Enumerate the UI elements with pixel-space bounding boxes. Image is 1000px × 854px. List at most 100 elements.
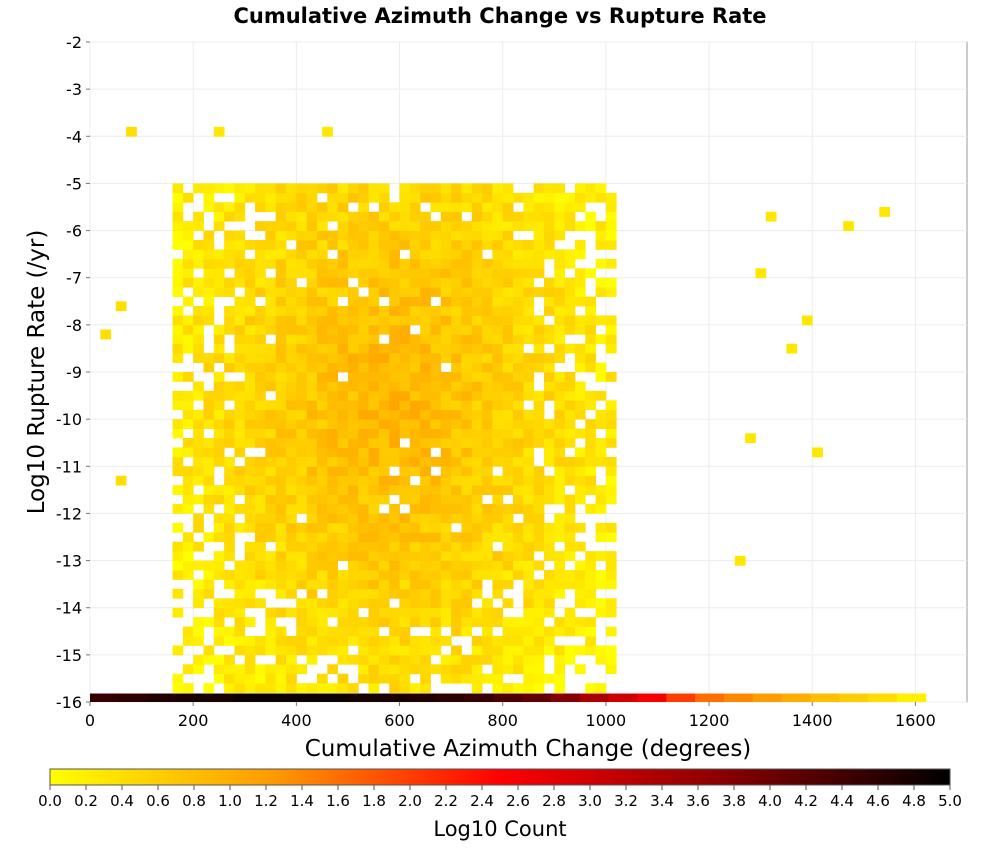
heatmap-cell (420, 438, 431, 448)
heatmap-cell (533, 183, 545, 194)
heatmap-cell (471, 315, 483, 326)
heatmap-cell (533, 240, 545, 250)
heatmap-cell (440, 513, 452, 524)
heatmap-cell (430, 588, 442, 599)
heatmap-cell (420, 409, 431, 420)
heatmap-cell (358, 579, 369, 590)
heatmap-cell (378, 513, 390, 524)
heatmap-cell (244, 183, 256, 194)
heatmap-cell (533, 494, 545, 505)
heatmap-cell (389, 381, 400, 392)
heatmap-cell (533, 485, 545, 495)
heatmap-cell (255, 475, 266, 486)
heatmap-cell (409, 438, 421, 448)
heatmap-cell (533, 409, 545, 420)
heatmap-cell (265, 664, 277, 675)
heatmap-cell (337, 673, 349, 684)
heatmap-cell (275, 306, 287, 316)
heatmap-cell (595, 504, 607, 514)
heatmap-cell (234, 560, 246, 571)
heatmap-cell (265, 513, 277, 524)
heatmap-cell (213, 381, 225, 392)
heatmap-cell (286, 315, 297, 326)
heatmap-cell (461, 419, 473, 429)
heatmap-cell (595, 183, 607, 194)
heatmap-cell (554, 654, 566, 665)
heatmap-cell (286, 494, 297, 505)
heatmap-cell (554, 560, 566, 571)
heatmap-cell (244, 570, 256, 580)
heatmap-cell (316, 409, 328, 420)
heatmap-cell (554, 287, 566, 297)
heatmap-cell (430, 268, 442, 279)
heatmap-cell (316, 485, 328, 495)
heatmap-cell (389, 654, 400, 665)
heatmap-cell (296, 560, 308, 571)
heatmap-cell (574, 664, 586, 675)
heatmap-cell (327, 211, 339, 222)
heatmap-cell (492, 617, 504, 627)
heatmap-cell (358, 494, 369, 505)
heatmap-cell (368, 626, 380, 637)
heatmap-cell (523, 324, 535, 335)
heatmap-cell (492, 258, 504, 269)
heatmap-cell (182, 636, 194, 646)
heatmap-cell (389, 485, 400, 495)
heatmap-cell (193, 513, 204, 524)
heatmap-cell (513, 381, 524, 392)
heatmap-cell (471, 673, 483, 684)
heatmap-cell (523, 579, 535, 590)
heatmap-cell (224, 466, 235, 477)
heatmap-cell (523, 353, 535, 363)
heatmap-cell (420, 343, 431, 354)
heatmap-cell (234, 400, 246, 411)
heatmap-cell (533, 673, 545, 684)
heatmap-cell (471, 485, 483, 495)
heatmap-cell (378, 343, 390, 354)
heatmap-cell (543, 230, 555, 241)
heatmap-cell (203, 390, 215, 401)
heatmap-cell (471, 447, 483, 458)
heatmap-cell (564, 390, 576, 401)
heatmap-cell (440, 522, 452, 533)
heatmap-cell (255, 202, 266, 213)
heatmap-cell (182, 249, 194, 260)
heatmap-cell (172, 334, 184, 345)
heatmap-cell (172, 522, 184, 533)
heatmap-cell (275, 532, 287, 543)
heatmap-cell (399, 541, 411, 552)
heatmap-cell (409, 504, 421, 514)
heatmap-cell (513, 504, 524, 514)
heatmap-cell (306, 249, 318, 260)
heatmap-cell (265, 683, 277, 693)
heatmap-cell (430, 541, 442, 552)
heatmap-cell (523, 211, 535, 222)
heatmap-cell (347, 192, 359, 203)
heatmap-cell (296, 211, 308, 222)
x-tick-label: 1400 (792, 711, 833, 730)
heatmap-cell (306, 513, 318, 524)
heatmap-cell (471, 409, 483, 420)
heatmap-cell (451, 438, 462, 448)
heatmap-cell (182, 240, 194, 250)
heatmap-cell (502, 381, 514, 392)
heatmap-cell (513, 353, 524, 363)
heatmap-cell (203, 202, 215, 213)
heatmap-cell (430, 183, 442, 194)
heatmap-cell (533, 438, 545, 448)
heatmap-cell (316, 466, 328, 477)
heatmap-cell (482, 598, 493, 609)
heatmap-cell (482, 475, 493, 486)
heatmap-cell (182, 419, 194, 429)
heatmap-cell (574, 598, 586, 609)
heatmap-cell (327, 541, 339, 552)
heatmap-cell (513, 466, 524, 477)
heatmap-cell (523, 551, 535, 561)
heatmap-cell (492, 654, 504, 665)
heatmap-cell (585, 306, 596, 316)
heatmap-cell (471, 522, 483, 533)
heatmap-cell (358, 532, 369, 543)
heatmap-cell (420, 287, 431, 297)
heatmap-cell (533, 428, 545, 439)
heatmap-cell (244, 390, 256, 401)
